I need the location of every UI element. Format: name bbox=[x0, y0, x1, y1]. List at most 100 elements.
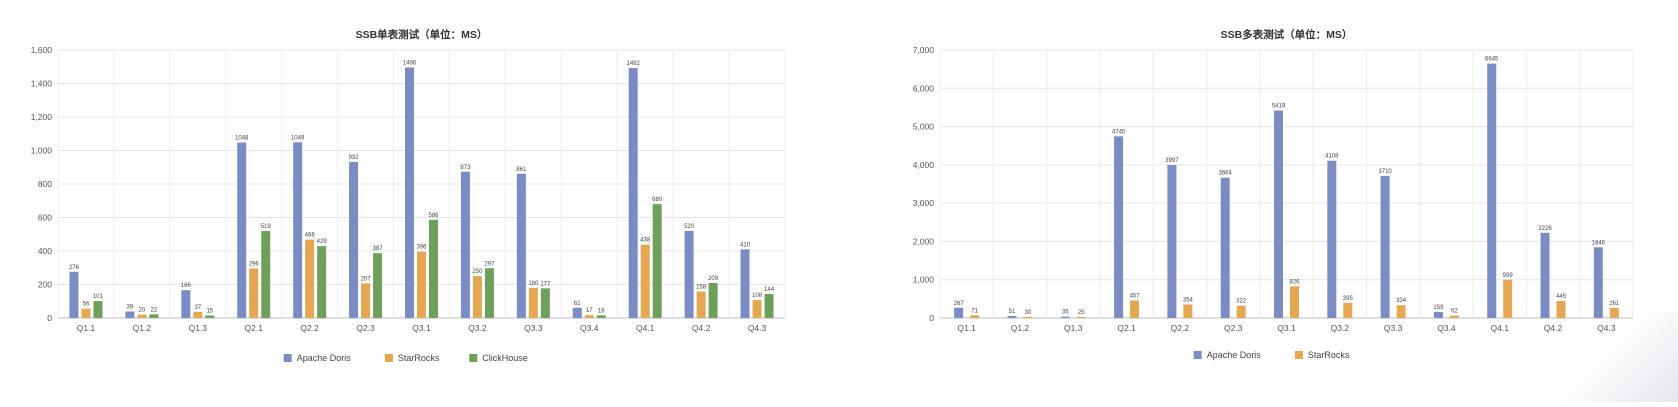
bar[interactable] bbox=[541, 288, 550, 318]
bar[interactable] bbox=[317, 246, 326, 318]
bar[interactable] bbox=[1007, 316, 1016, 318]
x-tick-label: Q4.1 bbox=[636, 323, 655, 333]
legend-swatch[interactable] bbox=[1295, 351, 1303, 359]
bar[interactable] bbox=[1343, 303, 1352, 318]
bar[interactable] bbox=[1221, 178, 1230, 318]
bar[interactable] bbox=[709, 283, 718, 318]
bar[interactable] bbox=[193, 312, 202, 318]
bar[interactable] bbox=[597, 315, 606, 318]
bar[interactable] bbox=[461, 172, 470, 318]
bar[interactable] bbox=[653, 204, 662, 318]
legend-label[interactable]: StarRocks bbox=[398, 353, 440, 363]
bar[interactable] bbox=[1434, 312, 1443, 318]
bar[interactable] bbox=[93, 301, 102, 318]
bar-value-label: 826 bbox=[1289, 279, 1300, 285]
bar[interactable] bbox=[1397, 305, 1406, 318]
bar[interactable] bbox=[573, 308, 582, 318]
bar[interactable] bbox=[69, 272, 78, 318]
bar[interactable] bbox=[1274, 111, 1283, 318]
bar[interactable] bbox=[137, 315, 146, 318]
bar[interactable] bbox=[485, 268, 494, 318]
bar-value-label: 166 bbox=[181, 283, 192, 289]
legend-label[interactable]: Apache Doris bbox=[297, 353, 352, 363]
bar-value-label: 468 bbox=[305, 233, 316, 239]
bar[interactable] bbox=[1077, 317, 1086, 318]
bar[interactable] bbox=[1450, 316, 1459, 318]
bar[interactable] bbox=[1237, 306, 1246, 318]
bar[interactable] bbox=[237, 142, 246, 318]
bar[interactable] bbox=[970, 315, 979, 318]
bar[interactable] bbox=[1381, 176, 1390, 318]
bar[interactable] bbox=[1541, 233, 1550, 318]
bar[interactable] bbox=[1023, 317, 1032, 318]
bar-value-label: 395 bbox=[1343, 296, 1354, 302]
bar[interactable] bbox=[293, 142, 302, 318]
bar[interactable] bbox=[249, 268, 258, 318]
bar-value-label: 396 bbox=[416, 245, 427, 251]
y-tick-label: 200 bbox=[38, 280, 52, 290]
bar[interactable] bbox=[1114, 136, 1123, 318]
legend-swatch[interactable] bbox=[469, 354, 477, 362]
bar[interactable] bbox=[473, 276, 482, 318]
chart-svg: SSB单表测试（单位：MS）02004006008001,0001,2001,4… bbox=[0, 0, 810, 402]
bar[interactable] bbox=[1487, 64, 1496, 318]
bar[interactable] bbox=[1290, 286, 1299, 318]
bar[interactable] bbox=[1130, 301, 1139, 318]
bar[interactable] bbox=[81, 309, 90, 318]
bar-value-label: 438 bbox=[640, 238, 651, 244]
y-tick-label: 2,000 bbox=[913, 236, 935, 246]
bar[interactable] bbox=[1061, 317, 1070, 318]
y-tick-label: 600 bbox=[38, 213, 52, 223]
bar-value-label: 296 bbox=[249, 261, 260, 267]
bar[interactable] bbox=[305, 240, 314, 318]
bar[interactable] bbox=[261, 231, 270, 318]
bar[interactable] bbox=[149, 314, 158, 318]
x-tick-label: Q2.1 bbox=[1117, 323, 1136, 333]
bar[interactable] bbox=[125, 311, 134, 318]
x-tick-label: Q2.3 bbox=[356, 323, 375, 333]
bar[interactable] bbox=[429, 220, 438, 318]
bar[interactable] bbox=[181, 290, 190, 318]
bar[interactable] bbox=[585, 315, 594, 318]
bar[interactable] bbox=[1167, 165, 1176, 318]
bar-value-label: 873 bbox=[460, 165, 471, 171]
y-tick-label: 800 bbox=[38, 179, 52, 189]
bar-value-label: 61 bbox=[574, 301, 581, 307]
legend-label[interactable]: ClickHouse bbox=[482, 353, 528, 363]
legend-swatch[interactable] bbox=[385, 354, 393, 362]
bar[interactable] bbox=[685, 231, 694, 318]
bar[interactable] bbox=[405, 67, 414, 318]
x-tick-label: Q1.3 bbox=[1064, 323, 1083, 333]
bar[interactable] bbox=[765, 294, 774, 318]
bar[interactable] bbox=[1183, 304, 1192, 318]
bar[interactable] bbox=[1594, 247, 1603, 318]
legend-label[interactable]: StarRocks bbox=[1308, 350, 1350, 360]
bar[interactable] bbox=[349, 162, 358, 318]
x-tick-label: Q3.3 bbox=[524, 323, 543, 333]
bar[interactable] bbox=[954, 308, 963, 318]
bar[interactable] bbox=[529, 288, 538, 318]
y-tick-label: 4,000 bbox=[913, 160, 935, 170]
bar[interactable] bbox=[629, 68, 638, 318]
chart-svg: SSB多表测试（单位：MS）01,0002,0003,0004,0005,000… bbox=[890, 0, 1660, 402]
bar[interactable] bbox=[697, 292, 706, 318]
bar[interactable] bbox=[1327, 161, 1336, 318]
bar[interactable] bbox=[361, 283, 370, 318]
bar-value-label: 354 bbox=[1183, 297, 1194, 303]
bar-value-label: 999 bbox=[1503, 273, 1514, 279]
bar[interactable] bbox=[517, 174, 526, 318]
x-tick-label: Q3.4 bbox=[1437, 323, 1456, 333]
legend-label[interactable]: Apache Doris bbox=[1207, 350, 1262, 360]
x-tick-label: Q2.2 bbox=[300, 323, 319, 333]
bar[interactable] bbox=[417, 252, 426, 318]
bar[interactable] bbox=[741, 249, 750, 318]
bar[interactable] bbox=[641, 245, 650, 318]
x-tick-label: Q1.2 bbox=[133, 323, 152, 333]
legend-swatch[interactable] bbox=[284, 354, 292, 362]
bar[interactable] bbox=[753, 300, 762, 318]
legend-swatch[interactable] bbox=[1194, 351, 1202, 359]
bar[interactable] bbox=[205, 315, 214, 318]
x-tick-label: Q1.2 bbox=[1011, 323, 1030, 333]
bar[interactable] bbox=[373, 253, 382, 318]
bar[interactable] bbox=[1503, 280, 1512, 318]
